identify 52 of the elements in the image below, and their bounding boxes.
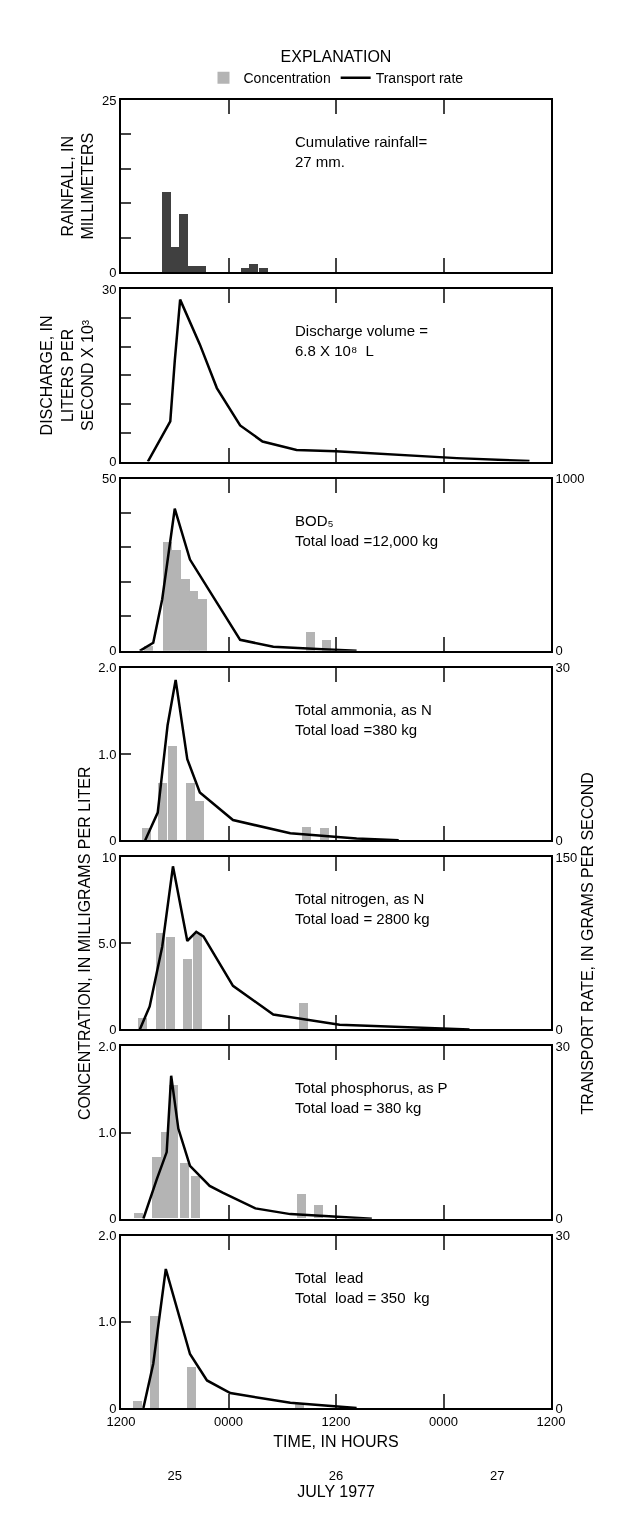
- y-tick-label: 50: [101, 471, 117, 487]
- y2-tick-label: 1000: [555, 471, 585, 487]
- x2-axis-title: JULY 1977: [297, 1483, 375, 1500]
- y2-tick-label: 30: [555, 1228, 571, 1244]
- y-tick-label: 2.0: [98, 1038, 117, 1054]
- x2-tick-label: 27: [490, 1468, 505, 1483]
- y-tick-label: 25: [101, 92, 117, 108]
- annotation: BOD₅ Total load =12,000 kg: [295, 512, 439, 549]
- legend-label: Concentration: [243, 70, 331, 87]
- y-tick-label: 1.0: [98, 1314, 117, 1330]
- annotation: Total phosphorus, as P Total load = 380 kg: [295, 1079, 448, 1116]
- annotation: Cumulative rainfall= 27 mm.: [295, 133, 428, 170]
- x-tick-label: 0000: [214, 1413, 243, 1429]
- y2-tick-label: 30: [555, 1038, 571, 1054]
- x-tick-label: 1200: [106, 1413, 136, 1429]
- y-tick-label: 0: [109, 264, 117, 280]
- y2-tick-label: 0: [555, 1021, 563, 1037]
- y-tick-label: 5.0: [98, 935, 117, 951]
- y-axis-title: RAINFALL, IN MILLIMETERS: [58, 132, 97, 240]
- y-tick-label: 0: [109, 832, 117, 848]
- x-tick-label: 1200: [536, 1413, 566, 1429]
- annotation: Total nitrogen, as N Total load = 2800 kg: [295, 890, 430, 927]
- y2-tick-label: 150: [555, 849, 578, 865]
- y-tick-label: 0: [109, 1211, 117, 1227]
- x-tick-label: 0000: [429, 1413, 458, 1429]
- y2-tick-label: 30: [555, 660, 571, 676]
- y-tick-label: 0: [109, 454, 117, 470]
- y-tick-label: 1.0: [98, 1125, 117, 1141]
- annotation: Discharge volume = 6.8 X 10⁸ L: [295, 322, 429, 359]
- legend-title: EXPLANATION: [280, 48, 392, 66]
- y-axis-title: CONCENTRATION, IN MILLIGRAMS PER LITER: [75, 766, 93, 1121]
- x-tick-label: 1200: [321, 1413, 351, 1429]
- y2-tick-label: 0: [555, 643, 563, 659]
- y-axis-title: DISCHARGE, IN LITERS PER SECOND X 10³: [37, 315, 97, 436]
- legend-label: Transport rate: [375, 70, 464, 87]
- y2-tick-label: 0: [555, 832, 563, 848]
- x2-tick-label: 25: [167, 1468, 182, 1483]
- y2-axis-title: TRANSPORT RATE, IN GRAMS PER SECOND: [579, 772, 597, 1115]
- y-tick-label: 0: [109, 643, 117, 659]
- x2-tick-label: 26: [328, 1468, 344, 1483]
- x-axis-title: TIME, IN HOURS: [273, 1432, 399, 1450]
- y-tick-label: 0: [109, 1400, 117, 1416]
- y-tick-label: 2.0: [98, 1228, 117, 1244]
- annotation: Total ammonia, as N Total load =380 kg: [295, 701, 432, 738]
- y-tick-label: 10: [101, 849, 117, 865]
- y-tick-label: 0: [109, 1021, 117, 1037]
- annotation: Total lead Total load = 350 kg: [295, 1269, 430, 1306]
- y-tick-label: 30: [101, 281, 117, 297]
- y-tick-label: 1.0: [98, 746, 117, 762]
- y-tick-label: 2.0: [98, 660, 117, 676]
- y2-tick-label: 0: [555, 1211, 563, 1227]
- y2-tick-label: 0: [555, 1400, 563, 1416]
